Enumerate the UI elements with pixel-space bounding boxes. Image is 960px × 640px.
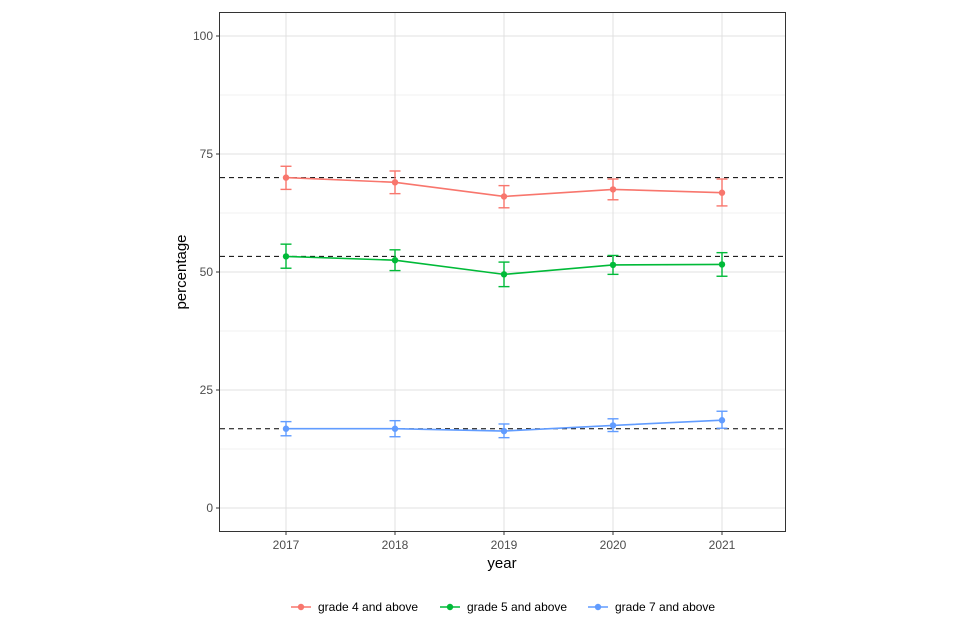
y-tick-label: 25 bbox=[200, 383, 214, 397]
data-point bbox=[718, 261, 726, 268]
legend-key-point bbox=[446, 603, 454, 611]
legend-key-point bbox=[594, 603, 602, 611]
data-point bbox=[718, 189, 726, 196]
legend-item: grade 7 and above bbox=[588, 600, 715, 614]
series-2 bbox=[280, 243, 728, 288]
data-point bbox=[609, 186, 617, 193]
data-point bbox=[282, 253, 290, 260]
series-3 bbox=[280, 410, 728, 439]
legend: grade 4 and above grade 5 and above grade … bbox=[291, 600, 715, 614]
y-tick-label: 50 bbox=[200, 265, 214, 279]
x-tick-label: 2019 bbox=[491, 538, 518, 552]
x-axis: 2017 2018 2019 2020 2021 bbox=[273, 531, 736, 552]
minor-gridlines bbox=[220, 94, 785, 450]
data-point bbox=[609, 261, 617, 269]
y-axis-title: percentage bbox=[173, 234, 190, 309]
data-point bbox=[282, 174, 290, 181]
legend-label: grade 7 and above bbox=[615, 600, 715, 614]
data-point bbox=[500, 427, 508, 435]
x-tick-label: 2017 bbox=[273, 538, 300, 552]
legend-label: grade 5 and above bbox=[467, 600, 567, 614]
y-tick-label: 0 bbox=[206, 501, 213, 515]
x-tick-label: 2018 bbox=[382, 538, 409, 552]
y-tick-label: 75 bbox=[200, 147, 214, 161]
legend-label: grade 4 and above bbox=[318, 600, 418, 614]
data-point bbox=[282, 425, 290, 432]
series-layer bbox=[280, 165, 728, 439]
data-point bbox=[718, 417, 726, 424]
legend-key-point bbox=[297, 603, 305, 611]
y-axis: 0 25 50 75 100 bbox=[193, 29, 220, 515]
legend-item: grade 5 and above bbox=[440, 600, 567, 614]
data-point bbox=[391, 257, 399, 264]
x-tick-label: 2021 bbox=[709, 538, 736, 552]
data-point bbox=[609, 422, 617, 429]
data-point bbox=[391, 425, 399, 432]
series-1 bbox=[280, 165, 728, 209]
x-tick-label: 2020 bbox=[600, 538, 627, 552]
y-tick-label: 100 bbox=[193, 29, 213, 43]
x-axis-title: year bbox=[487, 555, 516, 572]
data-point bbox=[500, 193, 508, 200]
legend-item: grade 4 and above bbox=[291, 600, 418, 614]
data-point bbox=[500, 271, 508, 278]
data-point bbox=[391, 179, 399, 186]
